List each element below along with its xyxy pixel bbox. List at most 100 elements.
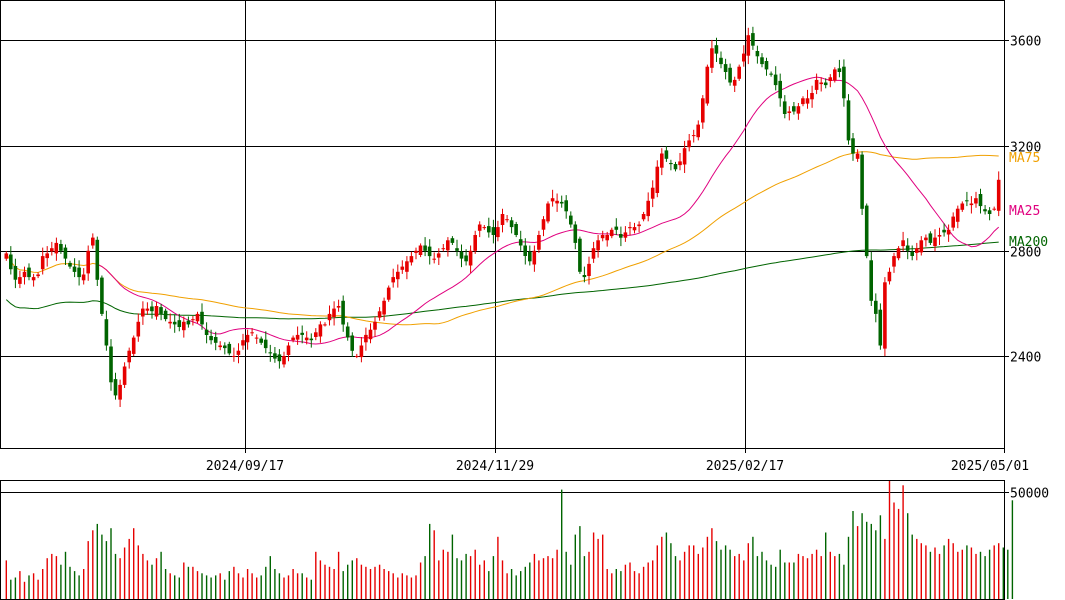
- candle-body: [154, 306, 159, 317]
- candle-body: [86, 250, 90, 274]
- candle-body: [796, 106, 801, 114]
- candle-body: [109, 346, 113, 383]
- candle-body: [623, 232, 628, 238]
- candle-body: [118, 384, 122, 400]
- candle-body: [955, 208, 960, 222]
- candle-body: [942, 229, 946, 233]
- candle-body: [9, 254, 13, 270]
- candle-body: [773, 74, 778, 86]
- candle-body: [701, 98, 705, 123]
- candle-body: [664, 150, 669, 159]
- candle-body: [40, 256, 45, 270]
- candle-body: [286, 345, 291, 355]
- candle-body: [95, 239, 100, 280]
- candle-body: [145, 308, 150, 311]
- candle-body: [823, 82, 828, 86]
- candle-body: [678, 161, 682, 166]
- candle-body: [487, 226, 491, 233]
- candle-body: [874, 300, 878, 314]
- candle-body: [432, 258, 436, 260]
- candle-body: [159, 307, 163, 314]
- candle-body: [350, 335, 354, 351]
- candle-body: [801, 98, 805, 105]
- candle-body: [359, 345, 364, 358]
- candle-body: [778, 80, 782, 99]
- candle-body: [814, 79, 819, 90]
- volume-tick-label: 50000: [1010, 487, 1049, 502]
- candle-body: [268, 352, 273, 354]
- candle-body: [282, 356, 286, 365]
- candle-body: [373, 321, 377, 330]
- candle-body: [919, 240, 924, 253]
- candle-body: [459, 251, 464, 259]
- candle-body: [887, 271, 892, 282]
- candle-body: [496, 227, 500, 238]
- candle-body: [423, 245, 427, 251]
- price-tick-label: 2400: [1010, 351, 1041, 366]
- candle-body: [277, 354, 282, 362]
- candle-body: [464, 255, 468, 262]
- candle-body: [614, 226, 619, 230]
- candle-body: [45, 253, 49, 259]
- candle-body: [377, 311, 382, 318]
- candle-body: [737, 66, 741, 79]
- candle-body: [687, 140, 691, 148]
- candle-body: [782, 101, 787, 114]
- candle-body: [327, 313, 332, 321]
- candle-body: [669, 163, 673, 165]
- volume-series: [5, 481, 1014, 599]
- candle-body: [728, 67, 732, 83]
- ma25-line: [97, 76, 1000, 345]
- candle-body: [833, 69, 837, 81]
- candle-body: [723, 64, 728, 72]
- candle-body: [810, 93, 814, 100]
- candle-body: [996, 179, 1001, 211]
- candle-body: [418, 245, 423, 255]
- candle-body: [896, 248, 901, 259]
- candle-body: [573, 224, 578, 243]
- candle-body: [436, 253, 441, 258]
- candle-body: [837, 68, 842, 72]
- candle-body: [163, 310, 168, 320]
- candle-body: [241, 340, 245, 346]
- candle-body: [500, 214, 505, 225]
- candle-body: [254, 337, 259, 339]
- candle-body: [213, 337, 218, 343]
- candle-body: [760, 57, 764, 65]
- candle-body: [50, 248, 54, 252]
- candle-body: [983, 209, 987, 212]
- candle-body: [468, 250, 473, 266]
- ma200-line: [5, 241, 999, 320]
- candle-body: [127, 350, 131, 363]
- candle-body: [332, 308, 336, 317]
- candle-body: [309, 338, 314, 341]
- candle-body: [792, 106, 796, 112]
- candle-body: [195, 313, 200, 322]
- candle-body: [951, 216, 955, 228]
- candle-body: [619, 234, 623, 238]
- candle-body: [564, 200, 568, 212]
- candle-body: [732, 79, 737, 86]
- candle-body: [719, 57, 723, 65]
- candle-body: [514, 224, 518, 235]
- candle-body: [141, 308, 145, 317]
- candle-body: [191, 319, 195, 321]
- candle-body: [541, 219, 546, 230]
- candle-body: [386, 287, 391, 300]
- candle-body: [869, 260, 873, 301]
- candle-body: [31, 277, 36, 281]
- candle-body: [259, 338, 263, 343]
- candle-body: [136, 321, 141, 337]
- candle-body: [400, 266, 405, 270]
- candle-body: [864, 205, 869, 257]
- candle-body: [223, 345, 227, 349]
- candle-body: [628, 227, 632, 229]
- candle-body: [172, 321, 177, 325]
- candle-body: [518, 239, 523, 246]
- candle-body: [901, 240, 905, 247]
- candle-body: [209, 336, 213, 341]
- candle-body: [409, 256, 414, 263]
- candle-body: [314, 332, 318, 337]
- candle-body: [924, 237, 928, 241]
